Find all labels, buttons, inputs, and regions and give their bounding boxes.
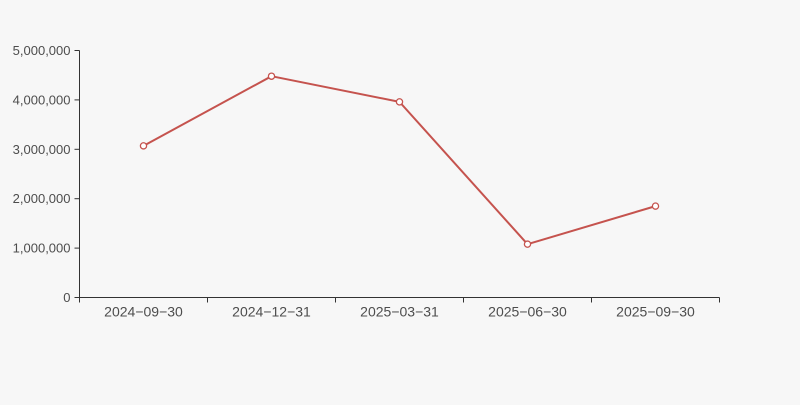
data-point-marker[interactable] xyxy=(523,240,532,248)
y-axis-label: 4,000,000 xyxy=(13,92,71,107)
x-axis-label: 2025−06−30 xyxy=(488,304,567,320)
y-axis-label: 2,000,000 xyxy=(13,191,71,206)
y-axis-label: 1,000,000 xyxy=(13,241,71,256)
data-point-marker[interactable] xyxy=(651,202,660,210)
x-axis-label: 2024−12−31 xyxy=(232,304,311,320)
data-point-marker[interactable] xyxy=(395,98,404,106)
y-axis-label: 3,000,000 xyxy=(13,142,71,157)
data-point-marker[interactable] xyxy=(139,142,148,150)
x-axis-label: 2025−03−31 xyxy=(360,304,439,320)
y-axis-label: 5,000,000 xyxy=(13,43,71,58)
y-axis-label: 0 xyxy=(63,290,70,305)
x-axis-label: 2025−09−30 xyxy=(616,304,695,320)
data-point-marker[interactable] xyxy=(267,72,276,80)
x-axis-label: 2024−09−30 xyxy=(104,304,183,320)
